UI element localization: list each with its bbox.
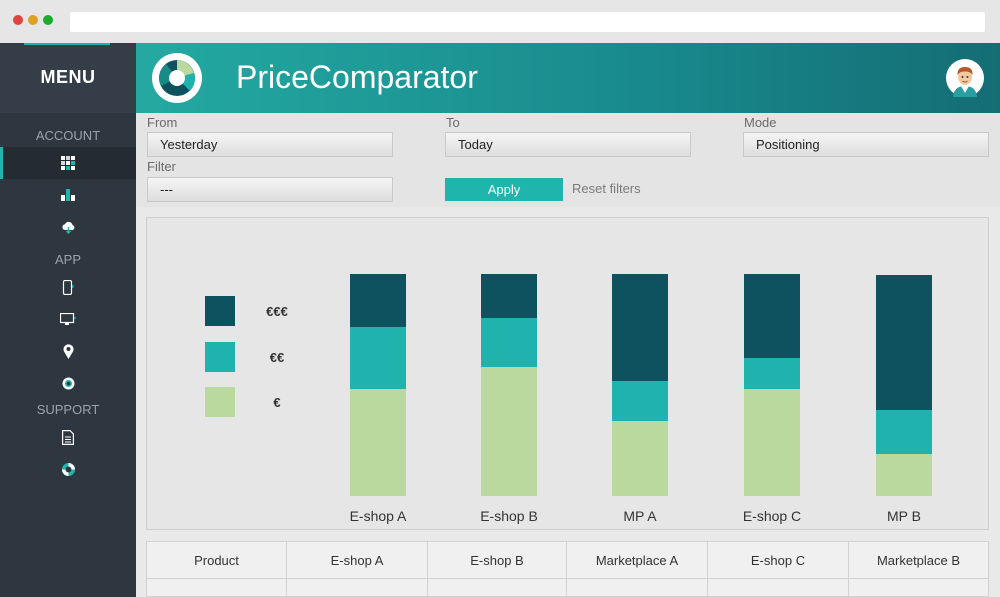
sidebar-item-settings[interactable] — [0, 367, 136, 399]
app-header: PriceComparator — [136, 43, 1000, 113]
legend-label-mid: €€ — [269, 350, 285, 365]
bar-chart-icon — [61, 189, 75, 201]
lifebuoy-icon — [61, 462, 75, 476]
table-cell — [849, 579, 988, 597]
x-tick-label: MP A — [623, 508, 657, 524]
filter-bar: From Yesterday To Today Mode Positioning… — [136, 113, 1000, 207]
bar-segment-4-1 — [876, 410, 932, 454]
table-cell — [287, 579, 428, 597]
table-header-row: Product E-shop A E-shop B Marketplace A E-sh… — [147, 542, 988, 579]
table-header-cell[interactable]: Marketplace A — [567, 542, 708, 578]
table-cell — [147, 579, 287, 597]
table-cell — [567, 579, 708, 597]
bar-segment-1-0 — [481, 367, 537, 496]
x-tick-label: E-shop A — [349, 508, 407, 524]
sidebar-item-cloud[interactable] — [0, 211, 136, 243]
menu-accent-bar — [24, 43, 110, 45]
sidebar-item-location[interactable] — [0, 335, 136, 367]
address-bar[interactable] — [70, 12, 985, 32]
apply-button[interactable]: Apply — [445, 178, 563, 201]
table-row — [147, 579, 988, 597]
map-pin-icon — [63, 343, 73, 359]
table-cell — [708, 579, 849, 597]
app-logo-icon — [152, 53, 202, 103]
positioning-chart: €€€ €€ € E-shop A E-shop B MP A E-shop C MP … — [146, 217, 989, 530]
maximize-window-button[interactable] — [43, 15, 53, 25]
mode-select[interactable]: Positioning — [743, 132, 989, 157]
x-tick-label: E-shop C — [742, 508, 802, 524]
from-label: From — [147, 115, 178, 130]
sidebar-item-help[interactable] — [0, 453, 136, 485]
bar-segment-3-2 — [744, 274, 800, 358]
table-header-cell[interactable]: E-shop B — [428, 542, 567, 578]
table-header-cell[interactable]: Marketplace B — [876, 553, 961, 568]
bar-segment-4-2 — [876, 275, 932, 410]
menu-title: MENU — [40, 67, 96, 87]
table-header-cell[interactable]: Product — [147, 542, 287, 578]
bar-segment-0-2 — [350, 274, 406, 327]
x-tick-label: E-shop B — [480, 508, 538, 524]
bar-segment-3-1 — [744, 358, 800, 389]
bar-segment-0-0 — [350, 389, 406, 496]
grid-icon — [61, 156, 75, 170]
bar-segment-3-0 — [744, 389, 800, 496]
filter-label: Filter — [147, 159, 176, 174]
sidebar-item-statistics[interactable] — [0, 179, 136, 211]
sidebar-item-dashboard[interactable] — [0, 147, 136, 179]
filter-select[interactable]: --- — [147, 177, 393, 202]
close-window-button[interactable] — [13, 15, 23, 25]
browser-chrome — [0, 0, 1000, 43]
legend-swatch-high — [205, 296, 235, 326]
bar-segment-0-1 — [350, 327, 406, 389]
app-title: PriceComparator — [236, 59, 478, 95]
legend-label-low: € — [273, 395, 281, 410]
bar-segment-4-0 — [876, 454, 932, 496]
user-avatar-icon[interactable] — [946, 59, 984, 97]
table-header-cell[interactable]: E-shop A — [287, 542, 428, 578]
menu-header: MENU — [0, 43, 136, 113]
section-app: APP — [54, 252, 81, 267]
sidebar: MENU ACCOUNT APP — [0, 43, 136, 597]
section-account: ACCOUNT — [35, 128, 101, 143]
monitor-icon — [60, 312, 76, 325]
x-tick-label: MP B — [887, 508, 921, 524]
legend-swatch-low — [205, 387, 235, 417]
bar-segment-2-0 — [612, 421, 668, 496]
section-support: SUPPORT — [36, 402, 100, 417]
table-cell — [428, 579, 567, 597]
document-icon — [62, 429, 74, 445]
to-label: To — [446, 115, 460, 130]
bar-segment-2-2 — [612, 274, 668, 381]
bar-segment-1-1 — [481, 318, 537, 367]
from-select[interactable]: Yesterday — [147, 132, 393, 157]
sidebar-item-docs[interactable] — [0, 421, 136, 453]
sidebar-item-mobile[interactable] — [0, 271, 136, 303]
reset-filters-link[interactable]: Reset filters — [572, 181, 641, 196]
mode-label: Mode — [744, 115, 777, 130]
mobile-icon — [62, 279, 74, 295]
to-select[interactable]: Today — [445, 132, 691, 157]
price-table: Product E-shop A E-shop B Marketplace A E-sh… — [146, 541, 989, 597]
sidebar-item-desktop[interactable] — [0, 303, 136, 335]
legend-swatch-mid — [205, 342, 235, 372]
gear-icon — [62, 377, 74, 389]
legend-label-high: €€€ — [266, 304, 288, 319]
cloud-icon — [61, 221, 74, 234]
minimize-window-button[interactable] — [28, 15, 38, 25]
bar-segment-1-2 — [481, 274, 537, 318]
table-header-cell[interactable]: E-shop C — [708, 542, 849, 578]
bar-segment-2-1 — [612, 381, 668, 421]
